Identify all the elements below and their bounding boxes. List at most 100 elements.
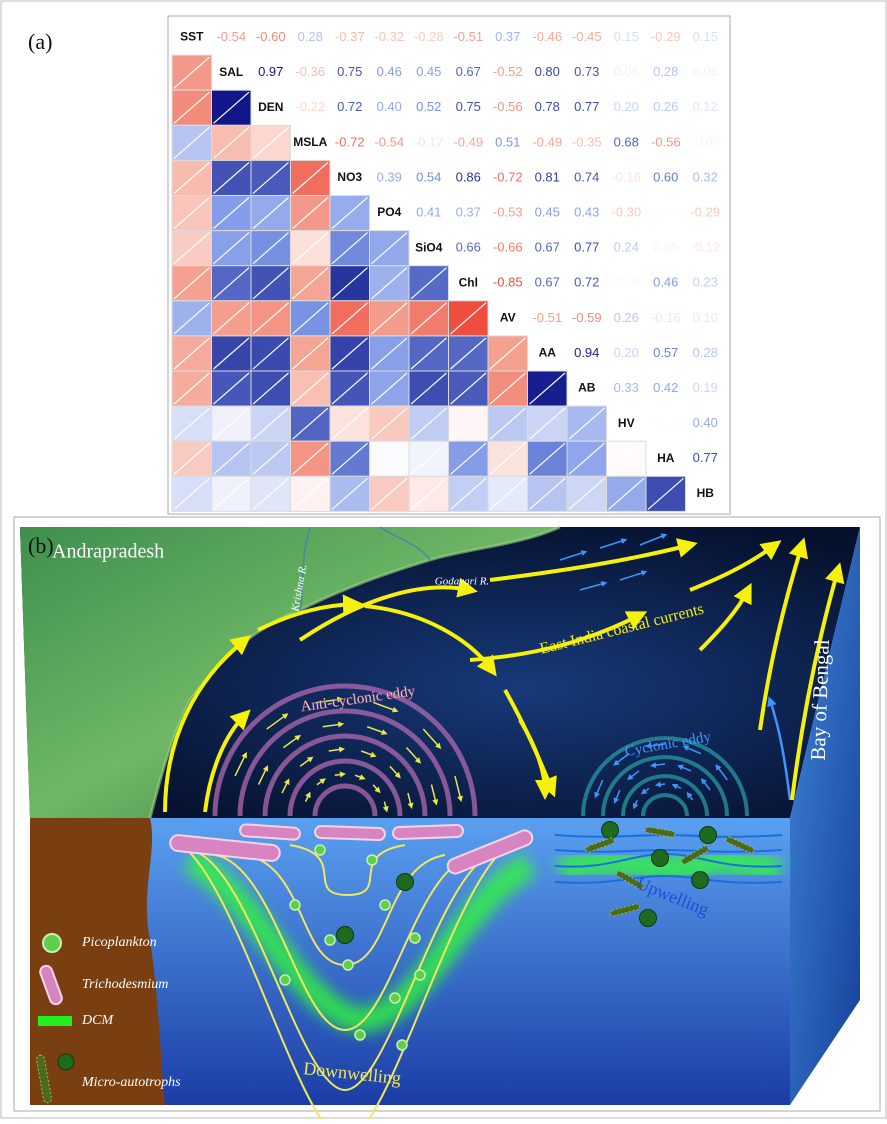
- trichodesmium: [315, 826, 385, 840]
- correlation-label: 0.46: [653, 275, 678, 290]
- variable-label: HV: [618, 416, 635, 430]
- variable-label: SST: [180, 30, 204, 44]
- correlation-label: 0.23: [693, 275, 718, 290]
- correlation-label: 0.37: [495, 29, 520, 44]
- correlation-label: -0.54: [374, 134, 404, 149]
- correlation-label: 0.74: [574, 169, 599, 184]
- correlation-label: 0.32: [693, 169, 718, 184]
- legend-label: DCM: [81, 1013, 114, 1028]
- correlation-label: 0.06: [693, 64, 718, 79]
- correlation-label: 0.26: [614, 310, 639, 325]
- variable-label: DEN: [258, 100, 283, 114]
- correlation-label: 0.28: [653, 64, 678, 79]
- correlation-label: 0.86: [456, 169, 481, 184]
- correlation-label: 0.45: [416, 64, 441, 79]
- correlation-label: -0.49: [453, 134, 483, 149]
- correlation-label: 0.97: [258, 64, 283, 79]
- correlation-label: -0.56: [651, 134, 681, 149]
- correlation-label: 0.43: [574, 204, 599, 219]
- variable-label: HB: [697, 486, 715, 500]
- picoplankton: [280, 975, 290, 985]
- correlation-label: 0.20: [614, 345, 639, 360]
- panel-label: (a): [28, 29, 52, 54]
- correlation-label: -0.16: [611, 169, 641, 184]
- picoplankton: [367, 855, 377, 865]
- picoplankton: [415, 970, 425, 980]
- correlation-label: 0.81: [535, 169, 560, 184]
- river-label: Godavari R.: [435, 576, 489, 588]
- micro-autotroph: [700, 827, 717, 844]
- region-label: Andrapradesh: [52, 541, 164, 563]
- correlation-label: -0.66: [493, 240, 523, 255]
- correlation-label: -0.12: [690, 240, 720, 255]
- picoplankton: [380, 900, 390, 910]
- legend-label: Trichodesmium: [82, 977, 168, 992]
- correlation-label: -0.35: [572, 134, 602, 149]
- coastal-land: [30, 818, 165, 1105]
- picoplankton: [390, 993, 400, 1003]
- correlation-label: -0.51: [453, 29, 483, 44]
- correlation-label: 0.80: [535, 64, 560, 79]
- panel-label: (b): [28, 533, 54, 558]
- picoplankton: [325, 935, 335, 945]
- correlation-label: 0.24: [614, 240, 639, 255]
- correlation-label: -0.36: [295, 64, 325, 79]
- correlation-label: 0.41: [416, 204, 441, 219]
- legend-label: Picoplankton: [81, 935, 157, 950]
- correlation-label: 0.60: [653, 169, 678, 184]
- legend-label: Micro-autotrophs: [81, 1075, 181, 1090]
- correlation-label: -0.72: [335, 134, 365, 149]
- correlation-label: 0.20: [614, 99, 639, 114]
- correlation-label: 0.75: [337, 64, 362, 79]
- correlation-label: 0.02: [653, 204, 678, 219]
- correlation-label: 0.75: [456, 99, 481, 114]
- correlation-label: 0.94: [574, 345, 599, 360]
- correlation-label: 0.42: [653, 380, 678, 395]
- picoplankton: [355, 1030, 365, 1040]
- correlation-label: 0.77: [574, 240, 599, 255]
- picoplankton: [343, 960, 353, 970]
- variable-label: PO4: [377, 205, 401, 219]
- picoplankton: [397, 1040, 407, 1050]
- correlation-label: -0.17: [414, 134, 444, 149]
- correlation-label: -0.28: [414, 29, 444, 44]
- micro-autotroph: [337, 927, 354, 944]
- picoplankton: [315, 845, 325, 855]
- correlation-label: -0.46: [532, 29, 562, 44]
- correlation-label: 0.15: [693, 29, 718, 44]
- correlation-label: -0.59: [572, 310, 602, 325]
- correlation-label: 0.67: [535, 275, 560, 290]
- correlation-label: 0.51: [495, 134, 520, 149]
- correlation-label: 0.77: [574, 99, 599, 114]
- sea-label: Bay of Bengal: [806, 639, 834, 761]
- trichodesmium: [393, 825, 463, 839]
- correlation-label: 0.06: [614, 64, 639, 79]
- correlation-label: 0.78: [535, 99, 560, 114]
- correlation-label: -0.32: [374, 29, 404, 44]
- correlation-label: -0.30: [611, 204, 641, 219]
- correlation-label: 0.10: [693, 310, 718, 325]
- correlation-label: -0.53: [493, 204, 523, 219]
- correlation-label: 0.68: [614, 134, 639, 149]
- correlation-label: 0.37: [456, 204, 481, 219]
- correlation-label: 0.26: [653, 99, 678, 114]
- correlation-label: 0.28: [693, 345, 718, 360]
- correlation-label: 0.15: [614, 29, 639, 44]
- correlation-label: 0.72: [574, 275, 599, 290]
- correlation-label: -0.54: [216, 29, 246, 44]
- correlation-label: -0.02: [651, 415, 681, 430]
- variable-label: SiO4: [415, 240, 443, 254]
- correlation-label: -0.37: [335, 29, 365, 44]
- eddy-arrow: [657, 784, 665, 785]
- correlation-label: 0.73: [574, 64, 599, 79]
- micro-autotroph: [652, 850, 669, 867]
- correlation-label: -0.29: [690, 204, 720, 219]
- picoplankton: [290, 900, 300, 910]
- legend-picoplankton: [43, 934, 61, 952]
- variable-label: AB: [578, 381, 596, 395]
- correlation-label: -0.85: [493, 275, 523, 290]
- correlation-label: -0.60: [256, 29, 286, 44]
- variable-label: AA: [539, 346, 557, 360]
- variable-label: MSLA: [293, 135, 327, 149]
- micro-autotroph: [692, 872, 709, 889]
